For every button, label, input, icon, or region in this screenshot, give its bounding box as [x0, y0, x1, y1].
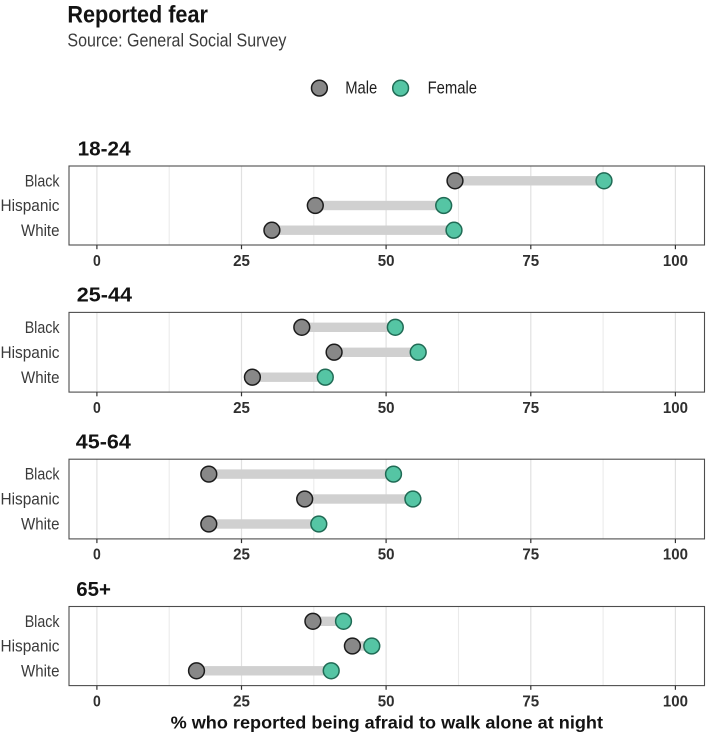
svg-text:White: White: [21, 369, 60, 387]
svg-text:Black: Black: [25, 172, 61, 190]
svg-text:25: 25: [233, 253, 250, 270]
svg-text:Hispanic: Hispanic: [1, 638, 60, 656]
svg-text:100: 100: [663, 253, 688, 270]
svg-text:25: 25: [233, 400, 250, 417]
svg-text:% who reported being afraid to: % who reported being afraid to walk alon…: [171, 713, 604, 733]
svg-text:75: 75: [522, 400, 539, 417]
svg-text:75: 75: [522, 253, 539, 270]
svg-text:100: 100: [663, 693, 688, 710]
svg-text:25-44: 25-44: [77, 285, 133, 307]
svg-text:Black: Black: [25, 319, 61, 337]
svg-text:50: 50: [378, 400, 395, 417]
svg-text:Hispanic: Hispanic: [1, 491, 60, 509]
svg-text:Reported fear: Reported fear: [67, 2, 208, 29]
svg-text:Black: Black: [25, 613, 61, 631]
svg-text:0: 0: [93, 253, 101, 270]
svg-text:50: 50: [378, 253, 395, 270]
svg-text:100: 100: [663, 547, 688, 564]
svg-text:45-64: 45-64: [76, 432, 132, 454]
svg-text:Black: Black: [25, 466, 61, 484]
svg-text:White: White: [21, 222, 60, 240]
svg-text:White: White: [21, 662, 60, 680]
svg-text:50: 50: [378, 693, 395, 710]
svg-text:65+: 65+: [76, 579, 111, 601]
svg-text:Hispanic: Hispanic: [1, 344, 60, 362]
svg-text:0: 0: [93, 693, 101, 710]
svg-text:0: 0: [93, 400, 101, 417]
svg-text:50: 50: [378, 547, 395, 564]
svg-text:Male: Male: [345, 78, 377, 98]
svg-text:100: 100: [663, 400, 688, 417]
svg-text:0: 0: [93, 547, 101, 564]
svg-text:Hispanic: Hispanic: [1, 197, 60, 215]
svg-text:Source: General Social Survey: Source: General Social Survey: [67, 30, 287, 51]
svg-text:25: 25: [233, 547, 250, 564]
svg-text:White: White: [21, 516, 60, 534]
svg-text:25: 25: [233, 693, 250, 710]
svg-text:18-24: 18-24: [78, 138, 132, 160]
svg-text:Female: Female: [428, 78, 477, 98]
svg-text:75: 75: [522, 547, 539, 564]
svg-text:75: 75: [522, 693, 539, 710]
